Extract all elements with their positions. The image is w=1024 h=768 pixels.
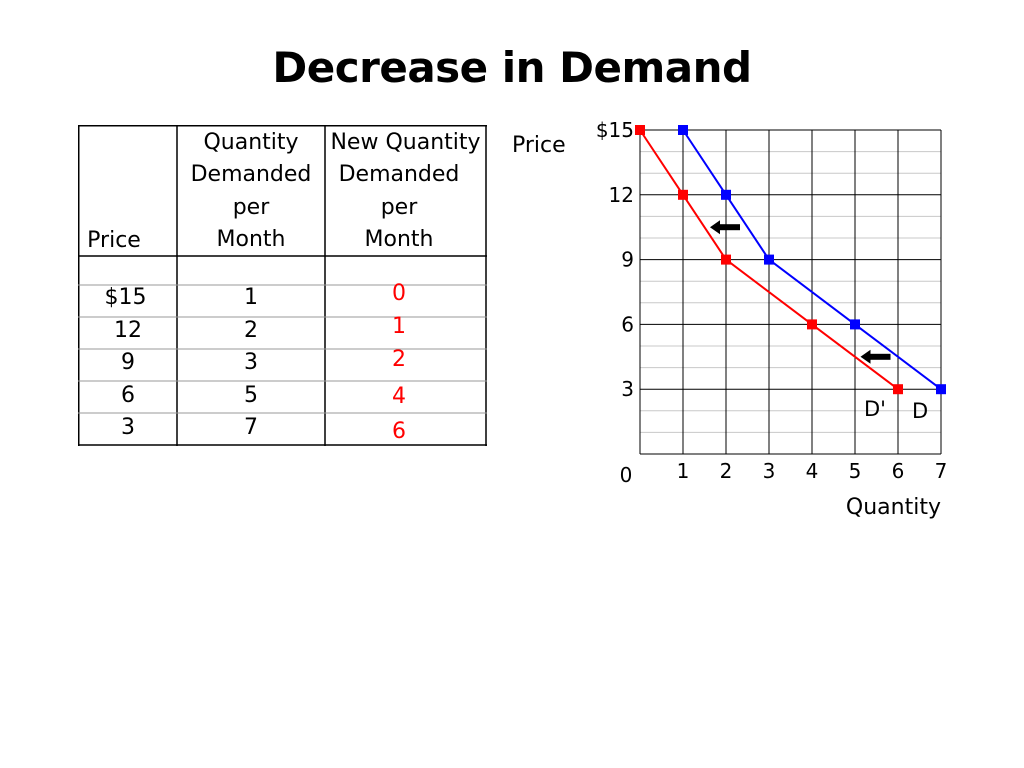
series-label-d: D bbox=[912, 399, 928, 423]
y-tick-label: $15 bbox=[596, 118, 634, 142]
table-cell-new-qty: 2 bbox=[392, 347, 406, 372]
header-newqty-line4: Month bbox=[364, 227, 434, 252]
x-tick-label: 2 bbox=[720, 459, 733, 483]
shift-arrow bbox=[860, 349, 891, 364]
x-tick-label: 5 bbox=[849, 459, 862, 483]
series-label-d-prime: D' bbox=[864, 397, 886, 421]
y-tick-label: 12 bbox=[609, 183, 634, 207]
data-point bbox=[635, 125, 645, 135]
table-cell-new-qty: 6 bbox=[392, 419, 406, 444]
table-cell-qty: 2 bbox=[244, 318, 258, 343]
table-cell-qty: 1 bbox=[244, 285, 258, 310]
x-tick-label: 7 bbox=[935, 459, 948, 483]
chart-series: D D' bbox=[635, 125, 946, 423]
table-cell-price: 6 bbox=[121, 383, 135, 408]
data-point bbox=[764, 254, 774, 265]
data-point bbox=[721, 254, 731, 265]
data-point bbox=[678, 125, 688, 135]
table-cell-price: 12 bbox=[114, 318, 142, 343]
slide-title: Decrease in Demand bbox=[272, 43, 752, 92]
data-point bbox=[893, 384, 903, 395]
x-tick-label: 4 bbox=[806, 459, 819, 483]
header-price: Price bbox=[87, 228, 141, 253]
header-qty-line1: Quantity bbox=[203, 130, 299, 155]
table-cell-qty: 5 bbox=[244, 383, 258, 408]
data-point bbox=[678, 189, 688, 200]
demand-schedule-table: Price Quantity Demanded per Month New Qu… bbox=[78, 125, 487, 446]
chart-annotations bbox=[710, 220, 891, 364]
x-tick-label: 0 bbox=[620, 463, 633, 487]
table-cell-price: 9 bbox=[121, 350, 135, 375]
y-tick-label: 6 bbox=[621, 312, 634, 336]
table-grid bbox=[78, 125, 487, 446]
header-qty-line2: Demanded bbox=[190, 162, 312, 187]
header-newqty-line1: New Quantity bbox=[330, 130, 481, 155]
y-axis-title: Price bbox=[512, 133, 566, 158]
x-axis-title: Quantity bbox=[846, 495, 941, 520]
header-newqty-line3: per bbox=[380, 195, 418, 220]
table-cell-qty: 7 bbox=[244, 415, 258, 440]
data-point bbox=[721, 189, 731, 200]
x-tick-label: 3 bbox=[763, 459, 776, 483]
header-qty-line4: Month bbox=[216, 227, 286, 252]
table-cell-new-qty: 0 bbox=[392, 281, 406, 306]
data-point bbox=[850, 319, 860, 330]
table-cell-qty: 3 bbox=[244, 350, 258, 375]
header-qty-line3: per bbox=[232, 195, 270, 220]
table-cell-price: $15 bbox=[104, 285, 147, 310]
data-point bbox=[936, 384, 946, 395]
header-newqty-line2: Demanded bbox=[338, 162, 460, 187]
chart-grid bbox=[639, 129, 942, 455]
y-tick-label: 3 bbox=[621, 377, 634, 401]
x-tick-label: 6 bbox=[892, 459, 905, 483]
y-tick-label: 9 bbox=[621, 248, 634, 272]
shift-arrow bbox=[710, 220, 740, 235]
data-point bbox=[807, 319, 817, 330]
x-tick-label: 1 bbox=[677, 459, 690, 483]
table-cell-new-qty: 4 bbox=[392, 384, 406, 409]
table-cell-price: 3 bbox=[121, 415, 135, 440]
table-cell-new-qty: 1 bbox=[392, 314, 406, 339]
